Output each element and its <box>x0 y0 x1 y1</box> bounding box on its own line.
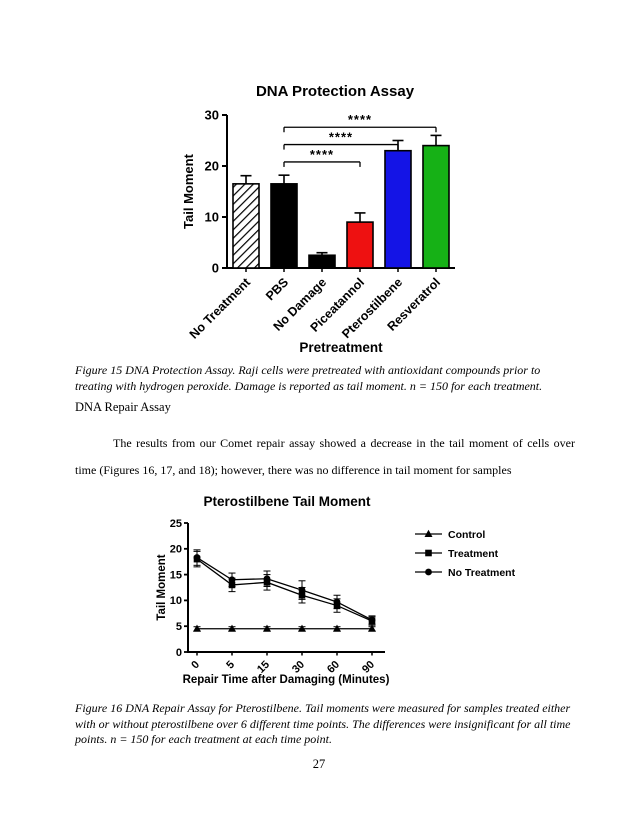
figure-16: Pterostilbene Tail Moment 0 5 10 15 20 25 Tail … <box>155 492 521 695</box>
triangle-marker <box>193 624 201 632</box>
line-chart-title: Pterostilbene Tail Moment <box>203 494 371 509</box>
significance-label: **** <box>348 112 372 127</box>
page-number: 27 <box>312 757 326 771</box>
y-axis-label: Tail Moment <box>181 153 196 229</box>
legend-label-control: Control <box>448 529 485 541</box>
x-tick-label: 0 <box>189 659 202 672</box>
circle-marker <box>228 576 236 584</box>
y-tick-label: 10 <box>170 595 182 607</box>
figure-15: DNA Protection Assay 0 10 20 30 Tail Moment No… <box>175 75 475 360</box>
x-axis-label: Pretreatment <box>299 340 383 355</box>
legend-label-no-treatment: No Treatment <box>448 567 516 579</box>
series-line-treatment <box>196 558 373 622</box>
series-line-no-treatment <box>196 557 373 621</box>
triangle-marker <box>333 624 341 632</box>
triangle-marker <box>298 624 306 632</box>
circle-marker <box>298 586 306 594</box>
figure-16-caption: Figure 16 DNA Repair Assay for Pterostil… <box>75 701 571 746</box>
circle-marker <box>368 616 376 624</box>
circle-marker <box>193 554 201 561</box>
y-tick-label: 15 <box>170 569 182 581</box>
bar-chart-title: DNA Protection Assay <box>256 83 415 100</box>
y-tick-label: 0 <box>176 647 182 659</box>
circle-marker <box>333 598 341 606</box>
figure-15-caption: Figure 15 DNA Protection Assay. Raji cel… <box>75 363 543 393</box>
body-paragraph: The results from our Comet repair assay … <box>75 436 575 477</box>
y-tick-label: 30 <box>205 108 219 123</box>
y-tick-label: 25 <box>170 518 182 530</box>
circle-marker <box>425 568 432 576</box>
triangle-marker <box>228 624 236 632</box>
circle-marker <box>263 575 271 583</box>
triangle-marker <box>263 624 271 632</box>
y-tick-label: 0 <box>212 261 219 276</box>
triangle-marker <box>368 624 376 632</box>
y-tick-label: 20 <box>205 159 219 174</box>
y-tick-label: 10 <box>205 210 219 225</box>
x-tick-label: PBS <box>263 275 291 303</box>
significance-label: **** <box>310 147 334 162</box>
bar-piceatannol <box>346 221 374 269</box>
x-tick-label: 5 <box>224 659 237 672</box>
x-axis-label: Repair Time after Damaging (Minutes) <box>183 674 390 686</box>
bar-resveratrol <box>422 144 450 269</box>
y-axis-label: Tail Moment <box>156 554 168 620</box>
pterostilbene-tail-moment-line-chart: Pterostilbene Tail Moment 0 5 10 15 20 25 Tail … <box>156 494 516 686</box>
x-tick-label: No Treatment <box>187 275 254 342</box>
y-tick-label: 20 <box>170 544 182 556</box>
section-heading-dna-repair-assay: DNA Repair Assay <box>75 400 171 414</box>
significance-label: **** <box>329 130 353 145</box>
legend-label-treatment: Treatment <box>448 548 499 560</box>
bar-no-damage <box>308 254 336 269</box>
bar-no-treatment <box>232 183 260 269</box>
triangle-marker <box>424 529 433 537</box>
y-tick-label: 5 <box>176 621 182 633</box>
bar-pterostilbene <box>384 149 412 269</box>
square-marker <box>425 549 432 557</box>
dna-protection-assay-bar-chart: DNA Protection Assay 0 10 20 30 Tail Moment No… <box>181 83 455 355</box>
bar-pbs <box>270 183 298 269</box>
